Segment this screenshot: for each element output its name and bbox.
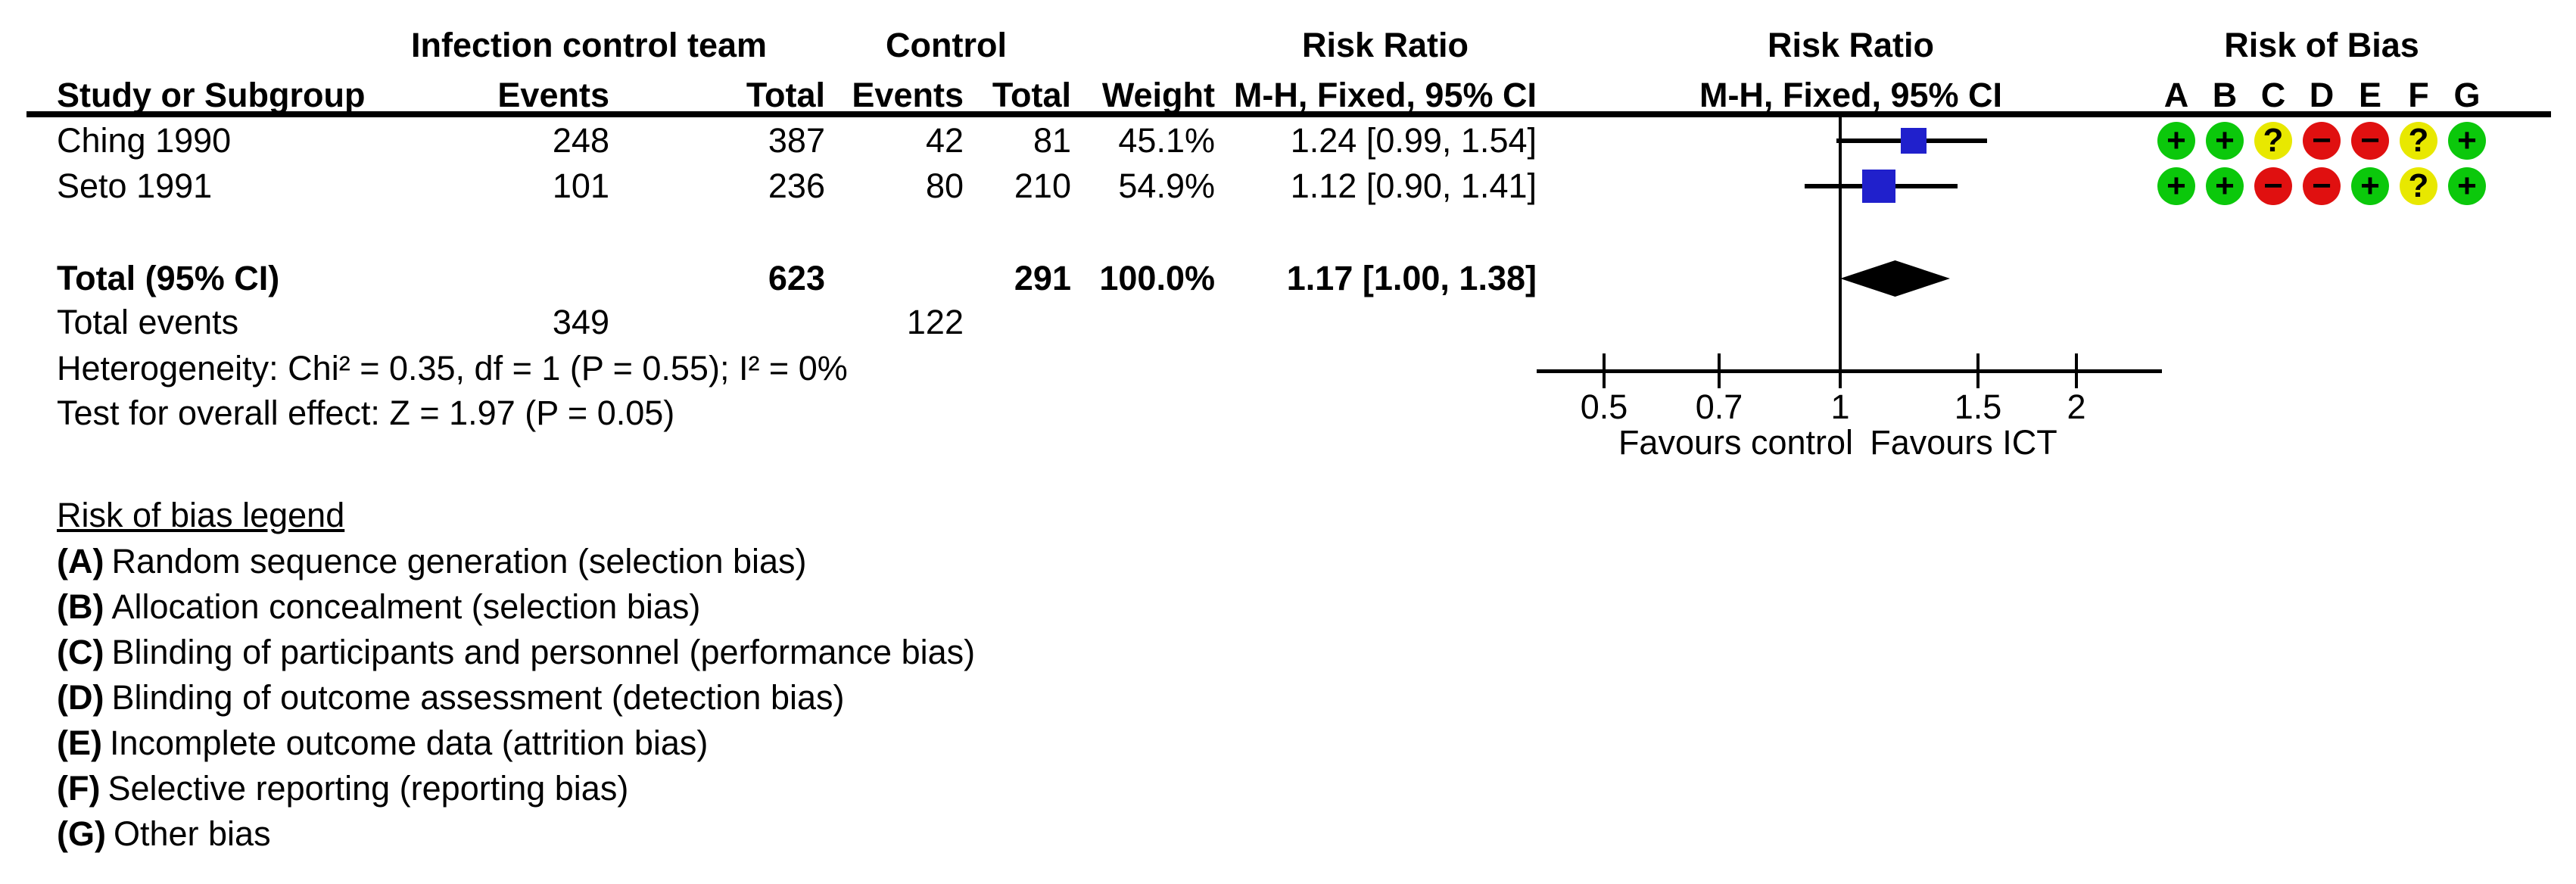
header-rule — [26, 111, 2551, 117]
total-weight: 100.0% — [1099, 259, 1215, 297]
legend-item-letter: (G) — [57, 814, 106, 853]
total-events-label: Total events — [57, 303, 239, 341]
legend-item-letter: (D) — [57, 678, 104, 717]
total-risk-ratio: 1.17 [1.00, 1.38] — [1286, 259, 1537, 297]
rob-letter-header: F — [2408, 76, 2429, 114]
total-ict-total: 623 — [768, 259, 825, 297]
x-axis-line — [1537, 369, 2162, 373]
col-header-control-total: Total — [992, 76, 1071, 114]
weight-value: 45.1% — [1118, 121, 1215, 160]
risk-of-bias-circle: ? — [2254, 122, 2292, 160]
risk-of-bias-circle: − — [2303, 167, 2341, 205]
rob-letter-header: B — [2212, 76, 2238, 114]
favours-left-label: Favours control — [1618, 423, 1854, 462]
x-axis-tick — [1603, 353, 1606, 388]
risk-of-bias-circle: ? — [2400, 122, 2437, 160]
col-header-ict-events: Events — [497, 76, 609, 114]
risk-of-bias-circle: − — [2351, 122, 2389, 160]
col-header-mh-fixed-text: M-H, Fixed, 95% CI — [1233, 76, 1537, 114]
legend-item: (C) Blinding of participants and personne… — [57, 631, 975, 674]
risk-of-bias-circle: + — [2351, 167, 2389, 205]
col-header-ict-total: Total — [746, 76, 825, 114]
x-axis-tick — [1976, 353, 1980, 388]
ict-events-value: 101 — [552, 167, 609, 205]
risk-ratio-ci-value: 1.12 [0.90, 1.41] — [1290, 167, 1537, 205]
legend-item: (F) Selective reporting (reporting bias) — [57, 767, 628, 810]
legend-item: (G) Other bias — [57, 813, 271, 855]
x-axis-tick — [1839, 353, 1842, 388]
total-row-label: Total (95% CI) — [57, 259, 280, 297]
rob-letter-header: E — [2358, 76, 2382, 114]
risk-of-bias-circle: + — [2157, 167, 2195, 205]
ict-events-value: 248 — [552, 121, 609, 160]
legend-item-text: Allocation concealment (selection bias) — [111, 587, 701, 626]
legend-item-letter: (E) — [57, 724, 102, 762]
legend-item-letter: (B) — [57, 587, 104, 626]
x-axis-tick — [1718, 353, 1721, 388]
legend-item-letter: (C) — [57, 633, 104, 671]
control-total-value: 210 — [1014, 167, 1071, 205]
control-total-value: 81 — [1033, 121, 1071, 160]
group-header-risk-of-bias: Risk of Bias — [2224, 26, 2419, 64]
control-events-value: 42 — [925, 121, 964, 160]
legend-item-letter: (F) — [57, 769, 101, 808]
legend-item-text: Incomplete outcome data (attrition bias) — [110, 724, 709, 762]
control-events-value: 80 — [925, 167, 964, 205]
col-header-study: Study or Subgroup — [57, 76, 366, 114]
overall-effect-stats: Test for overall effect: Z = 1.97 (P = 0… — [57, 394, 675, 432]
legend-item: (D) Blinding of outcome assessment (detec… — [57, 677, 844, 719]
study-name: Ching 1990 — [57, 121, 232, 160]
x-axis-tick-label: 1 — [1830, 388, 1850, 426]
pooled-diamond — [1840, 260, 1950, 297]
risk-of-bias-circle: + — [2157, 122, 2195, 160]
risk-of-bias-legend-title: Risk of bias legend — [57, 496, 345, 534]
weight-value: 54.9% — [1118, 167, 1215, 205]
legend-item: (E) Incomplete outcome data (attrition bi… — [57, 722, 708, 764]
rob-letter-header: A — [2163, 76, 2189, 114]
legend-item: (A) Random sequence generation (selection… — [57, 540, 807, 583]
rob-letter-header: D — [2309, 76, 2335, 114]
col-header-weight: Weight — [1101, 76, 1215, 114]
study-name: Seto 1991 — [57, 167, 213, 205]
legend-item: (B) Allocation concealment (selection bia… — [57, 586, 700, 628]
effect-square — [1901, 128, 1927, 154]
col-header-mh-fixed-plot: M-H, Fixed, 95% CI — [1699, 76, 2003, 114]
heterogeneity-stats: Heterogeneity: Chi² = 0.35, df = 1 (P = … — [57, 349, 848, 388]
group-header-control: Control — [886, 26, 1007, 64]
risk-of-bias-circle: ? — [2400, 167, 2437, 205]
x-axis-tick — [2075, 353, 2078, 388]
legend-item-text: Blinding of outcome assessment (detectio… — [111, 678, 845, 717]
legend-item-text: Other bias — [113, 814, 271, 853]
group-header-risk-ratio-plot: Risk Ratio — [1767, 26, 1935, 64]
risk-of-bias-circle: + — [2206, 167, 2244, 205]
effect-square — [1862, 170, 1895, 203]
group-header-risk-ratio-text: Risk Ratio — [1301, 26, 1469, 64]
risk-of-bias-circle: + — [2448, 167, 2486, 205]
risk-ratio-ci-value: 1.24 [0.99, 1.54] — [1290, 121, 1537, 160]
x-axis-tick-label: 1.5 — [1954, 388, 2002, 426]
legend-item-text: Blinding of participants and personnel (… — [111, 633, 976, 671]
total-events-ict: 349 — [552, 303, 609, 341]
risk-of-bias-circle: − — [2303, 122, 2341, 160]
no-effect-line — [1839, 117, 1842, 371]
legend-item-text: Selective reporting (reporting bias) — [107, 769, 629, 808]
rob-letter-header: G — [2453, 76, 2481, 114]
total-control-total: 291 — [1014, 259, 1071, 297]
legend-item-text: Random sequence generation (selection bi… — [111, 542, 807, 581]
favours-right-label: Favours ICT — [1870, 423, 2057, 462]
legend-item-letter: (A) — [57, 542, 104, 581]
total-events-control: 122 — [906, 303, 964, 341]
x-axis-tick-label: 0.5 — [1580, 388, 1628, 426]
risk-of-bias-circle: + — [2206, 122, 2244, 160]
group-header-ict: Infection control team — [410, 26, 768, 64]
ict-total-value: 387 — [768, 121, 825, 160]
col-header-control-events: Events — [852, 76, 964, 114]
risk-of-bias-circle: + — [2448, 122, 2486, 160]
ict-total-value: 236 — [768, 167, 825, 205]
rob-letter-header: C — [2260, 76, 2286, 114]
x-axis-tick-label: 0.7 — [1695, 388, 1743, 426]
x-axis-tick-label: 2 — [2067, 388, 2086, 426]
risk-of-bias-circle: − — [2254, 167, 2292, 205]
